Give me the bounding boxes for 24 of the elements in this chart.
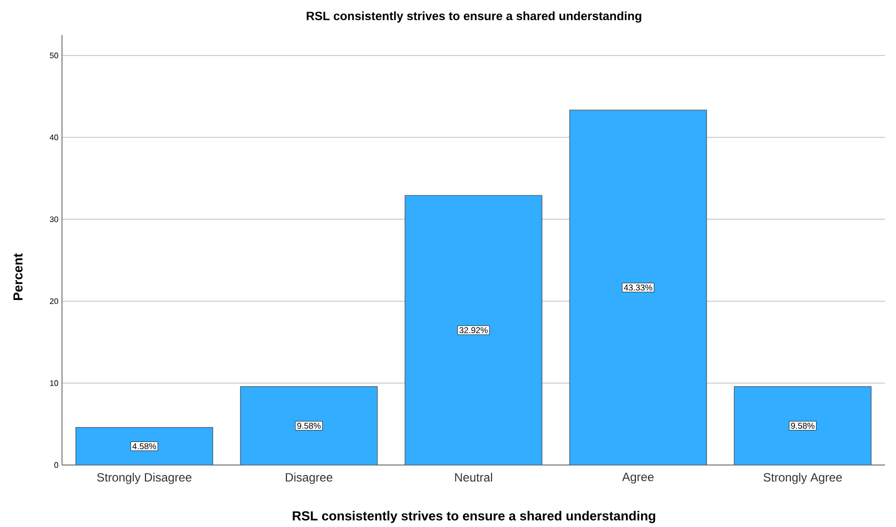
bar xyxy=(569,110,707,465)
x-tick-label: Strongly Agree xyxy=(764,472,842,484)
y-tick-label: 20 xyxy=(50,298,58,304)
data-label: 4.58% xyxy=(132,443,156,450)
x-tick-label: Disagree xyxy=(286,472,332,484)
data-label: 32.92% xyxy=(459,327,488,334)
y-tick-label: 10 xyxy=(50,380,58,386)
y-axis-title: Percent xyxy=(13,253,23,300)
data-label: 9.58% xyxy=(297,422,321,429)
data-label: 43.33% xyxy=(624,284,652,291)
y-tick-label: 0 xyxy=(54,462,58,468)
bar xyxy=(76,427,214,465)
y-tick-label: 50 xyxy=(50,52,58,58)
bar xyxy=(404,195,542,465)
data-label: 9.58% xyxy=(791,422,814,429)
chart-title: RSL consistently strives to ensure a shared understanding xyxy=(306,11,642,23)
y-tick-label: 30 xyxy=(50,216,58,222)
y-tick-label: 40 xyxy=(50,134,58,140)
bar xyxy=(734,386,872,465)
x-tick-label: Agree xyxy=(622,472,654,484)
x-tick-label: Neutral xyxy=(455,472,492,482)
bar xyxy=(240,386,378,465)
x-tick-label: Strongly Disagree xyxy=(97,472,192,484)
x-axis-title: RSL consistently strives to ensure a shared understanding xyxy=(292,510,656,524)
